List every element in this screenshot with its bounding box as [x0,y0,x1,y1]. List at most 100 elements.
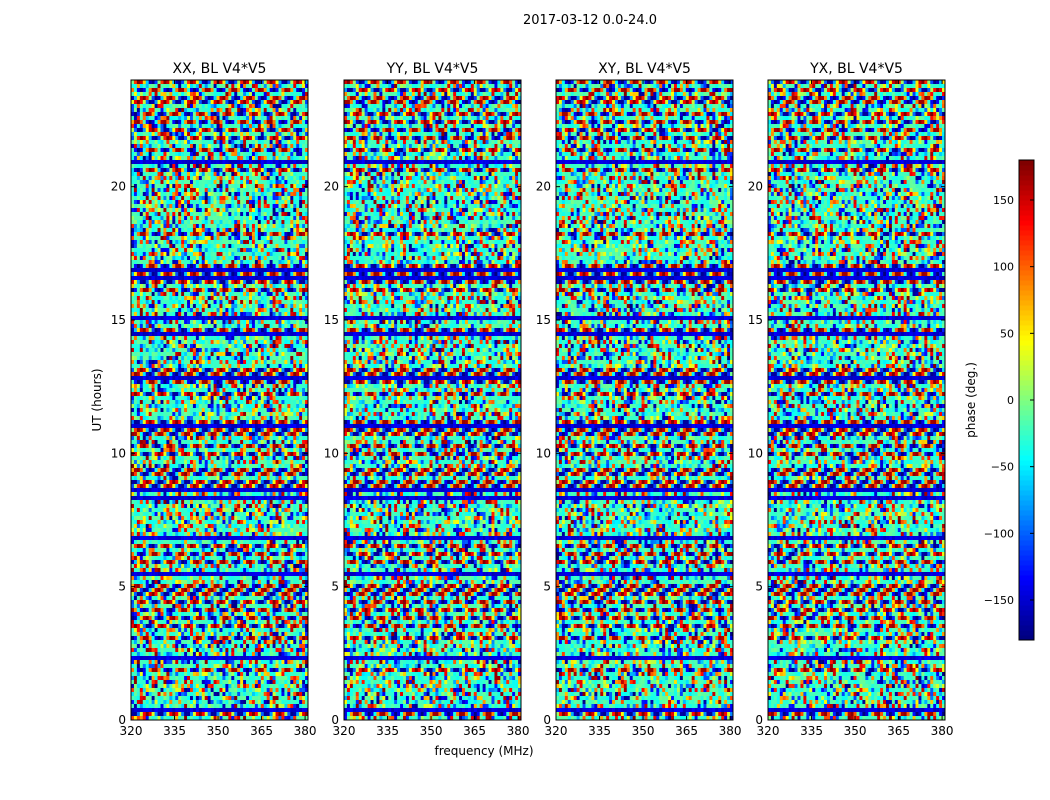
x-tick-label: 350 [207,724,230,738]
colorbar-segment [1019,360,1034,366]
colorbar-tick-label: −150 [984,594,1014,607]
y-tick-label: 5 [331,580,339,594]
colorbar-segment [1019,280,1034,286]
colorbar-segment [1019,630,1034,636]
colorbar-segment [1019,525,1034,531]
y-tick-label: 15 [111,313,126,327]
colorbar-segment [1019,455,1034,461]
y-tick-label: 10 [748,446,763,460]
colorbar-segment [1019,505,1034,511]
x-tick-label: 365 [887,724,910,738]
colorbar-segment [1019,605,1034,611]
colorbar-segment [1019,240,1034,246]
colorbar-segment [1019,560,1034,566]
y-tick-label: 5 [755,580,763,594]
colorbar-segment [1019,310,1034,316]
x-axis-label: frequency (MHz) [434,744,533,758]
colorbar-segment [1019,235,1034,241]
x-tick-label: 365 [250,724,273,738]
colorbar-segment [1019,230,1034,236]
colorbar-segment [1019,210,1034,216]
y-tick-label: 0 [331,713,339,727]
y-tick-label: 20 [536,180,551,194]
colorbar-segment [1019,420,1034,426]
colorbar-segment [1019,545,1034,551]
colorbar-segment [1019,215,1034,221]
colorbar-segment [1019,515,1034,521]
y-tick-label: 10 [111,446,126,460]
y-tick-label: 0 [755,713,763,727]
colorbar-tick-label: 150 [993,194,1014,207]
colorbar-segment [1019,415,1034,421]
colorbar-segment [1019,550,1034,556]
colorbar-segment [1019,625,1034,631]
colorbar-segment [1019,375,1034,381]
colorbar-segment [1019,380,1034,386]
y-tick-label: 10 [324,446,339,460]
x-tick-label: 380 [931,724,954,738]
colorbar-segment [1019,255,1034,261]
colorbar-segment [1019,435,1034,441]
x-tick-label: 380 [719,724,742,738]
colorbar-segment [1019,290,1034,296]
colorbar-segment [1019,490,1034,496]
colorbar-segment [1019,205,1034,211]
colorbar-segment [1019,335,1034,341]
y-tick-label: 10 [536,446,551,460]
colorbar-segment [1019,170,1034,176]
colorbar-segment [1019,305,1034,311]
colorbar-segment [1019,350,1034,356]
y-tick-label: 5 [543,580,551,594]
y-tick-label: 20 [324,180,339,194]
colorbar-segment [1019,300,1034,306]
colorbar-segment [1019,340,1034,346]
colorbar-segment [1019,470,1034,476]
colorbar-segment [1019,185,1034,191]
colorbar-segment [1019,520,1034,526]
colorbar-segment [1019,175,1034,181]
y-tick-label: 20 [748,180,763,194]
panel-title: XX, BL V4*V5 [173,61,267,77]
heatmap-xx [131,80,308,720]
x-tick-label: 350 [420,724,443,738]
colorbar-segment [1019,410,1034,416]
heatmap-xy [556,80,733,720]
phase-spectrogram-figure: XX, BL V4*V5320 335 350 365 38005101520YY, B… [0,0,1050,800]
colorbar-tick-label: 0 [1007,394,1014,407]
colorbar-segment [1019,180,1034,186]
colorbar-segment [1019,225,1034,231]
colorbar-segment [1019,475,1034,481]
colorbar-segment [1019,265,1034,271]
colorbar-segment [1019,570,1034,576]
colorbar-segment [1019,540,1034,546]
colorbar-segment [1019,390,1034,396]
colorbar-segment [1019,315,1034,321]
colorbar-segment [1019,400,1034,406]
colorbar-segment [1019,270,1034,276]
heatmap-yx [768,80,945,720]
colorbar-label: phase (deg.) [964,362,978,438]
x-tick-label: 335 [163,724,186,738]
colorbar-segment [1019,325,1034,331]
colorbar-segment [1019,600,1034,606]
colorbar-segment [1019,495,1034,501]
y-tick-label: 20 [111,180,126,194]
x-tick-label: 365 [675,724,698,738]
colorbar-segment [1019,620,1034,626]
y-tick-label: 0 [543,713,551,727]
x-tick-label: 335 [376,724,399,738]
colorbar-segment [1019,355,1034,361]
colorbar-segment [1019,445,1034,451]
colorbar-segment [1019,440,1034,446]
y-axis-label: UT (hours) [90,368,104,431]
colorbar-segment [1019,160,1034,166]
colorbar-segment [1019,580,1034,586]
x-tick-label: 380 [294,724,317,738]
y-tick-label: 15 [324,313,339,327]
colorbar-segment [1019,615,1034,621]
colorbar-segment [1019,500,1034,506]
colorbar-segment [1019,385,1034,391]
colorbar-segment [1019,610,1034,616]
